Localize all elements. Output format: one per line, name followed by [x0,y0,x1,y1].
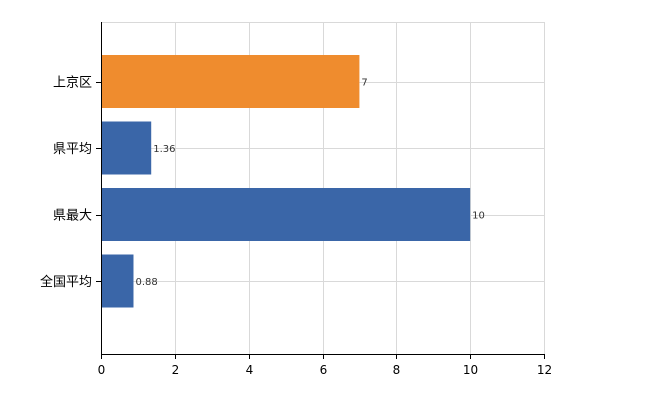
data-label-2: 1.36 [153,144,175,155]
data-label-1: 7 [361,78,367,89]
bar-3 [101,188,471,241]
bar-2 [101,121,152,175]
bars: 7 1.36 10 0.88 [101,55,485,308]
category-label-4: 全国平均 [40,274,92,290]
data-label-3: 10 [472,211,485,222]
x-tick-label: 2 [172,363,180,377]
category-label-1: 上京区 [53,76,92,91]
x-tick-label: 0 [98,363,106,377]
data-label-4: 0.88 [135,277,157,288]
x-tick-label: 6 [320,363,328,377]
x-tick-label: 10 [463,363,478,377]
x-tick-label: 8 [393,363,401,377]
category-label-3: 県最大 [53,209,92,224]
bar-1 [101,55,360,108]
x-tick-label: 4 [246,363,254,377]
bar-4 [101,254,134,308]
category-label-2: 県平均 [53,142,92,157]
x-tick-label: 12 [537,363,552,377]
